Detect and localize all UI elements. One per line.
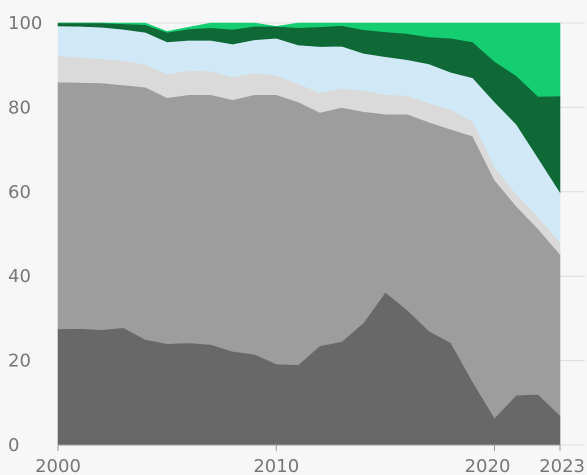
x-tick-label: 2020 xyxy=(465,456,511,475)
area-series-6 xyxy=(58,22,561,97)
y-tick-label: 20 xyxy=(8,351,31,372)
area-layer xyxy=(57,22,561,446)
y-tick-label: 100 xyxy=(8,13,42,34)
x-tick-label: 2023 xyxy=(539,456,585,475)
y-tick-label: 0 xyxy=(8,435,19,456)
axis-layer: 0 20 40 60 80 100 2000 2010 2020 2023 xyxy=(8,13,585,475)
x-tick-label: 2010 xyxy=(253,456,299,475)
x-tick-label: 2000 xyxy=(35,456,81,475)
y-tick-label: 40 xyxy=(8,266,31,287)
y-tick-label: 60 xyxy=(8,182,31,203)
y-tick-label: 80 xyxy=(8,97,31,118)
